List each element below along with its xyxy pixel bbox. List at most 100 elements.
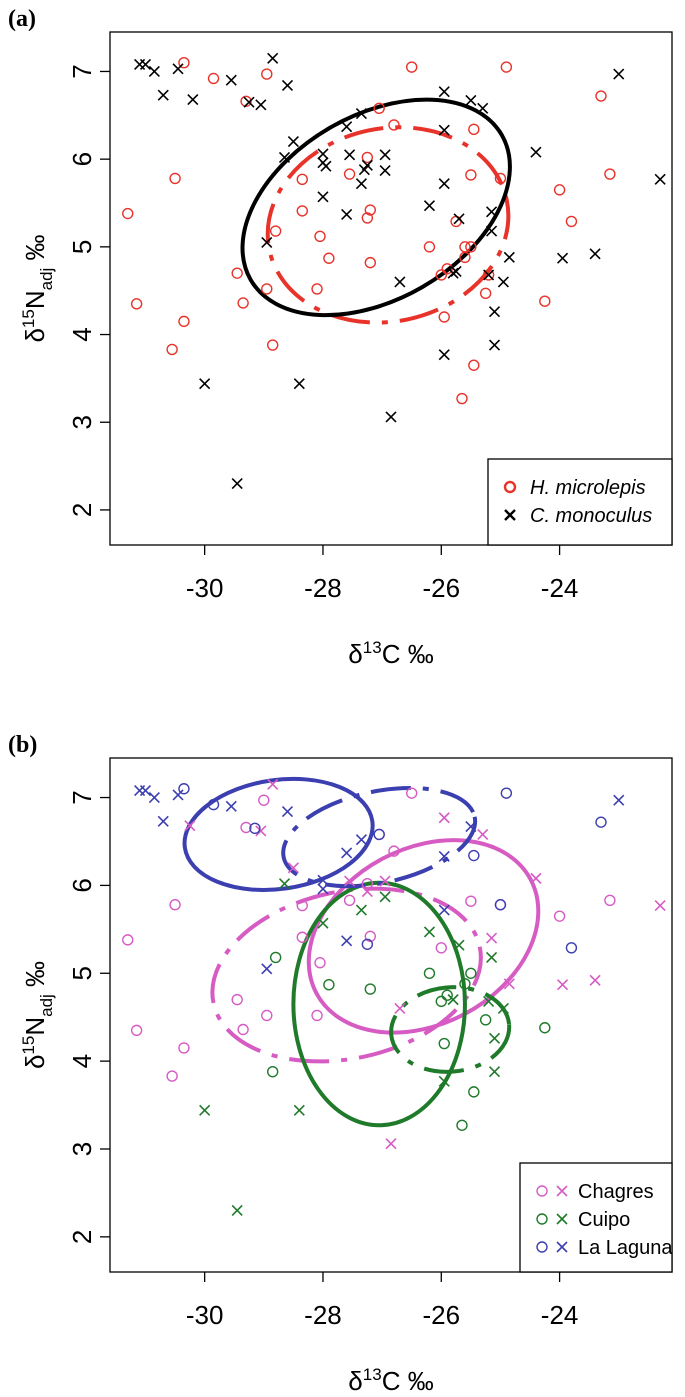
- legend-label: H. microlepis: [530, 477, 646, 499]
- point-x: [486, 225, 498, 237]
- point-x: [225, 800, 237, 812]
- point-x: [317, 917, 329, 929]
- y-tick-label: 3: [67, 1142, 97, 1156]
- point-circle: [314, 957, 326, 969]
- y-tick-label: 6: [67, 152, 97, 166]
- point-circle: [468, 359, 480, 371]
- y-tick-label: 5: [67, 240, 97, 254]
- point-x: [148, 65, 160, 78]
- point-x: [497, 1002, 509, 1014]
- point-x: [320, 160, 332, 172]
- point-x: [361, 885, 373, 898]
- point-circle: [459, 978, 471, 990]
- point-circle: [539, 1022, 551, 1034]
- point-circle: [456, 1119, 468, 1131]
- point-circle: [296, 899, 308, 912]
- point-circle: [261, 283, 273, 295]
- point-circle: [130, 1024, 143, 1037]
- ellipse-la-laguna-dashed: [281, 785, 478, 889]
- x-tick-label: -30: [186, 1300, 224, 1330]
- point-x: [477, 102, 489, 114]
- point-x: [438, 812, 450, 824]
- point-x: [355, 904, 367, 916]
- point-circle: [178, 1042, 190, 1054]
- point-circle: [438, 311, 450, 323]
- point-x: [613, 794, 625, 806]
- point-circle: [435, 269, 447, 281]
- point-x: [287, 136, 299, 148]
- x-axis-label: δ13C ‰: [348, 1365, 433, 1396]
- point-x: [379, 164, 391, 177]
- point-x: [589, 974, 601, 986]
- point-circle: [364, 204, 376, 216]
- point-circle: [423, 967, 436, 979]
- x-tick-label: -24: [541, 1300, 579, 1330]
- point-x: [438, 86, 450, 98]
- point-x: [556, 252, 569, 264]
- point-circle: [249, 822, 261, 834]
- point-x: [453, 939, 465, 951]
- legend-circle-marker: [536, 1241, 548, 1253]
- x-tick-label: -28: [304, 573, 342, 603]
- ellipse-c-monoculus-solid: [240, 97, 512, 318]
- point-circle: [539, 295, 551, 307]
- point-x: [278, 151, 291, 163]
- point-x: [281, 806, 294, 818]
- point-circle: [553, 184, 566, 196]
- point-circle: [565, 215, 578, 228]
- point-circle: [122, 207, 134, 220]
- x-tick-label: -30: [186, 573, 224, 603]
- point-x: [654, 900, 666, 912]
- point-x: [438, 178, 450, 190]
- x-tick-label: -26: [422, 1300, 460, 1330]
- point-x: [438, 1075, 450, 1087]
- point-x: [317, 148, 329, 160]
- point-x: [157, 815, 169, 827]
- point-x: [261, 236, 273, 249]
- point-x: [139, 784, 152, 797]
- point-x: [172, 789, 184, 801]
- ellipse-chagres-solid: [306, 838, 541, 1035]
- point-x: [394, 276, 406, 288]
- point-circle: [207, 72, 220, 85]
- y-tick-label: 6: [67, 878, 97, 892]
- point-circle: [595, 90, 607, 102]
- point-circle: [459, 251, 471, 264]
- point-x: [231, 1204, 243, 1217]
- point-x: [278, 878, 291, 890]
- point-x: [148, 791, 160, 804]
- point-x: [355, 178, 367, 190]
- point-circle: [240, 821, 252, 834]
- y-axis-label: δ15Nadj ‰: [19, 961, 56, 1069]
- point-x: [438, 850, 450, 862]
- point-circle: [343, 168, 356, 180]
- point-x: [589, 248, 601, 260]
- point-circle: [482, 269, 495, 281]
- point-x: [184, 820, 196, 832]
- point-x: [486, 932, 498, 944]
- point-x: [267, 52, 279, 64]
- y-tick-label: 2: [67, 503, 97, 517]
- point-x: [556, 979, 569, 991]
- legend-x-marker: [504, 509, 516, 521]
- point-x: [394, 1002, 406, 1014]
- point-circle: [269, 951, 282, 964]
- point-circle: [361, 212, 374, 224]
- plot-frame: [109, 757, 673, 1273]
- point-x: [231, 478, 243, 490]
- legend-label: Cuipo: [578, 1209, 630, 1231]
- point-x: [199, 1104, 211, 1116]
- legend-circle-marker: [536, 1213, 548, 1225]
- y-tick-label: 3: [67, 415, 97, 429]
- point-circle: [468, 123, 480, 136]
- point-circle: [553, 910, 566, 922]
- y-tick-label: 4: [67, 1054, 97, 1068]
- point-x: [255, 99, 267, 111]
- plot-frame: [109, 31, 673, 546]
- point-x: [139, 58, 152, 71]
- point-circle: [166, 1070, 178, 1082]
- point-x: [385, 1138, 397, 1150]
- point-circle: [266, 1065, 279, 1078]
- point-x: [341, 121, 353, 133]
